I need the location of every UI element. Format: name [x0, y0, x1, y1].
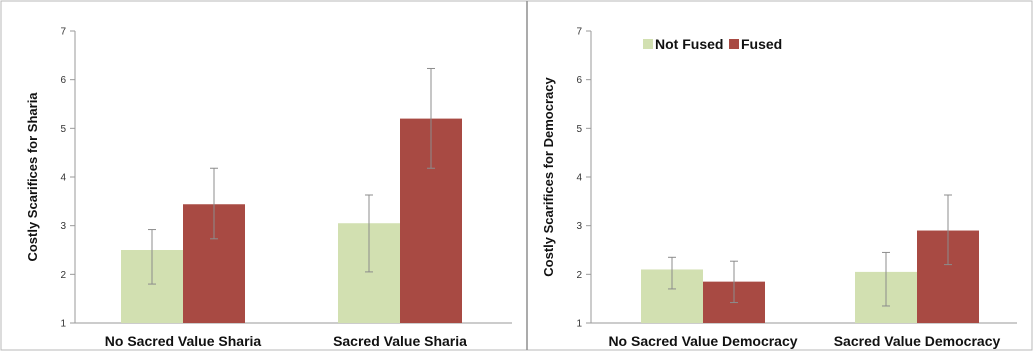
- y-tick-label: 5: [576, 124, 582, 135]
- y-tick-label: 4: [576, 173, 582, 184]
- y-tick-label: 3: [60, 221, 66, 232]
- y-tick-label: 2: [576, 270, 582, 281]
- category-label: Sacred Value Sharia: [333, 333, 467, 349]
- y-tick-label: 7: [60, 27, 66, 38]
- y-tick-label: 2: [60, 270, 66, 281]
- y-axis-label: Costly Scarifices for Democracy: [541, 77, 556, 277]
- y-tick-label: 3: [576, 221, 582, 232]
- category-label: No Sacred Value Democracy: [608, 333, 797, 349]
- y-tick-label: 6: [60, 75, 66, 86]
- category-label: No Sacred Value Sharia: [105, 333, 262, 349]
- y-tick-label: 4: [60, 173, 66, 184]
- legend-label-fused: Fused: [741, 36, 782, 52]
- y-tick-label: 6: [576, 75, 582, 86]
- y-tick-label: 1: [60, 319, 66, 330]
- chart-panel-sharia: 1 2 3 4 5 6 7 Costly Scarifices for Sharia No Sa…: [25, 27, 512, 349]
- y-tick-label: 5: [60, 124, 66, 135]
- legend-label-not-fused: Not Fused: [655, 36, 723, 52]
- y-axis-label: Costly Scarifices for Sharia: [25, 92, 40, 262]
- y-tick-label: 1: [576, 319, 582, 330]
- y-tick-label: 7: [576, 27, 582, 38]
- chart-panel-democracy: 1 2 3 4 5 6 7 Costly Scarifices for Democracy No…: [541, 27, 1017, 349]
- category-label: Sacred Value Democracy: [834, 333, 1001, 349]
- legend-swatch-fused: [729, 39, 739, 49]
- legend-swatch-not-fused: [643, 39, 653, 49]
